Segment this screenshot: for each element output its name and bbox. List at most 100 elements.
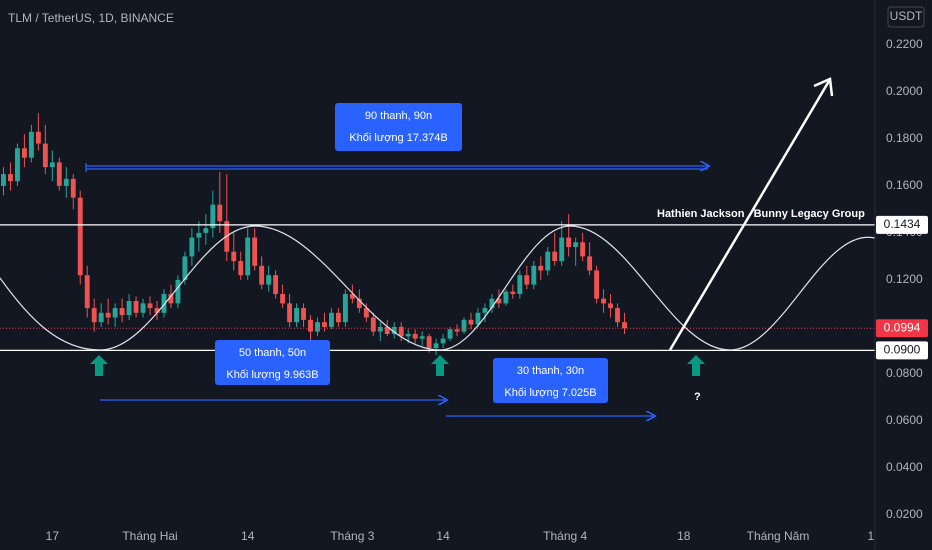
candle-body: [70, 178, 76, 198]
candle-body: [196, 232, 202, 238]
candle-body: [140, 303, 146, 313]
price-label: 0.1434: [884, 217, 921, 231]
candle-body: [315, 322, 320, 332]
price-axis-bg: [875, 0, 932, 550]
candle-body: [601, 298, 607, 304]
price-label-box: [876, 319, 928, 338]
candle-body: [77, 197, 83, 276]
measure-text: Khối lượng 17.374B: [349, 132, 447, 144]
candle-body: [622, 322, 627, 329]
green-arrows: [90, 355, 705, 376]
candle-body: [182, 256, 188, 280]
candle-body: [119, 308, 125, 316]
candle-body: [15, 148, 20, 182]
candle-body: [538, 265, 544, 271]
y-tick-label: 0.0400: [886, 460, 923, 474]
candle-body: [273, 275, 279, 294]
y-tick-label: 0.1200: [886, 272, 923, 286]
candle-body: [615, 308, 620, 323]
candle-body: [1, 174, 6, 186]
axes: 0.02000.04000.06000.08000.10000.12000.14…: [46, 37, 928, 543]
range-lines: [85, 163, 708, 416]
candle-body: [217, 204, 223, 222]
measure-text: Khối lượng 9.963B: [226, 369, 318, 381]
candle-body: [384, 326, 390, 334]
candle-body: [252, 237, 258, 266]
candle-body: [126, 301, 132, 316]
candle-body: [133, 301, 139, 313]
candle-body: [552, 251, 558, 262]
candle-body: [468, 319, 474, 325]
x-tick-label: Tháng 3: [330, 529, 374, 543]
candle-body: [510, 291, 516, 294]
plot-area: [0, 113, 875, 365]
candle-body: [35, 131, 41, 144]
chart-title: TLM / TetherUS, 1D, BINANCE: [8, 11, 174, 25]
candle-body: [287, 303, 293, 323]
x-tick-label: 14: [241, 529, 255, 543]
candle-body: [349, 293, 355, 299]
candle-body: [426, 336, 432, 349]
candle-body: [280, 293, 286, 304]
question-mark: ?: [694, 391, 701, 403]
measure-text: 90 thanh, 90n: [365, 110, 432, 122]
sine-curve: [0, 225, 876, 351]
candle-body: [105, 312, 111, 318]
projection-arrow: [668, 77, 834, 351]
y-tick-label: 0.0200: [886, 507, 923, 521]
unit: USDT: [890, 9, 923, 23]
candle-body: [524, 275, 530, 285]
candle-body: [238, 261, 244, 276]
y-tick-label: 0.0600: [886, 413, 923, 427]
candle-body: [419, 336, 425, 339]
measure-text: 30 thanh, 30n: [517, 365, 584, 377]
candle-body: [328, 312, 334, 327]
candle-body: [49, 162, 55, 168]
candle-body: [587, 256, 593, 271]
candle-body: [566, 237, 572, 247]
price-label-box: [876, 341, 928, 360]
candle-body: [63, 178, 69, 186]
candle-body: [84, 275, 90, 309]
candle-body: [482, 308, 488, 313]
candle-body: [98, 312, 104, 323]
group-label: Hathien Jackson Bunny Legacy Group: [657, 208, 865, 220]
x-tick-label: 17: [46, 529, 60, 543]
candle-body: [154, 308, 160, 313]
y-tick-label: 0.2200: [886, 37, 923, 51]
candle-body: [405, 333, 411, 337]
candle-body: [391, 326, 397, 334]
candle-body: [28, 131, 34, 158]
candle-body: [147, 303, 153, 309]
y-tick-label: 0.0800: [886, 366, 923, 380]
measure-box: [493, 358, 608, 403]
candle-body: [175, 279, 181, 304]
candle-body: [461, 319, 467, 332]
x-tick-label: Tháng Hai: [122, 529, 177, 543]
candle-body: [531, 265, 537, 285]
measure-box: [215, 340, 330, 385]
candle-body: [210, 204, 216, 229]
candle-body: [8, 174, 13, 182]
candle-body: [161, 293, 167, 313]
candle-body: [21, 148, 27, 158]
candle-body: [475, 312, 481, 325]
candle-body: [231, 251, 237, 262]
y-tick-label: 0.1600: [886, 178, 923, 192]
candle-body: [412, 333, 418, 339]
candle-body: [91, 308, 97, 323]
candle-body: [580, 242, 586, 257]
candle-body: [398, 326, 404, 337]
measure-box: [335, 103, 462, 151]
annotations: 90 thanh, 90n Khối lượng 17.374B 50 thanh,…: [215, 103, 865, 403]
candle-body: [594, 270, 600, 299]
x-tick-label: 1: [867, 529, 874, 543]
x-tick-label: 14: [436, 529, 450, 543]
candle-body: [42, 143, 48, 168]
candle-body: [573, 242, 579, 247]
candle-body: [363, 308, 369, 318]
candle-body: [517, 275, 523, 294]
candle-body: [433, 343, 439, 349]
candle-body: [56, 162, 62, 186]
